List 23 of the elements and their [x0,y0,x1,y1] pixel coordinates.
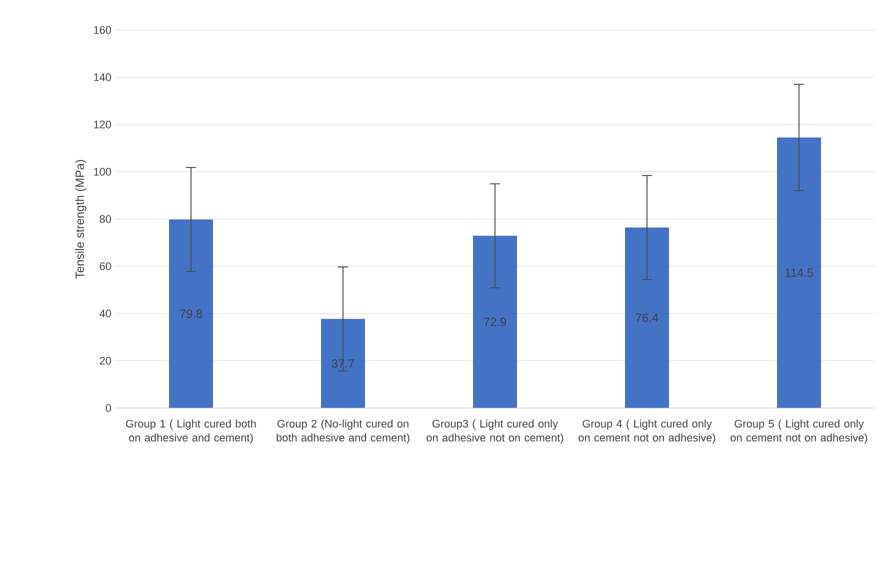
y-tick-label: 60 [100,262,112,270]
x-tick-label: Group3 ( Light cured only on adhesive not on cement) [426,420,564,444]
x-tick-label: Group 2 (No-light cured on both adhesive and cement) [276,420,410,444]
data-label: 79.8 [180,310,202,318]
bar [625,228,670,408]
data-label: 76.4 [636,314,658,322]
y-tick-label: 80 [100,215,112,223]
x-tick-label: Group 4 ( Light cured only on cement not on adhesive) [578,420,716,444]
data-label: 114.5 [785,268,814,277]
bar [169,219,214,408]
y-tick-label: 120 [94,120,112,128]
x-tick-label: Group 5 ( Light cured only on cement not on adhesive) [730,420,868,444]
y-axis-title: Tensile strength (MPa) [75,160,86,279]
data-label: 72.9 [484,318,506,326]
y-tick-label: 100 [94,168,112,176]
y-tick-label: 160 [94,26,112,34]
x-tick-label: Group 1 ( Light cured both on adhesive and cement) [126,420,256,444]
y-tick-label: 140 [94,73,112,82]
y-tick-label: 0 [106,404,112,412]
bar [473,236,518,408]
bar [777,137,822,408]
y-tick-label: 40 [100,310,112,318]
y-tick-label: 20 [100,356,112,365]
